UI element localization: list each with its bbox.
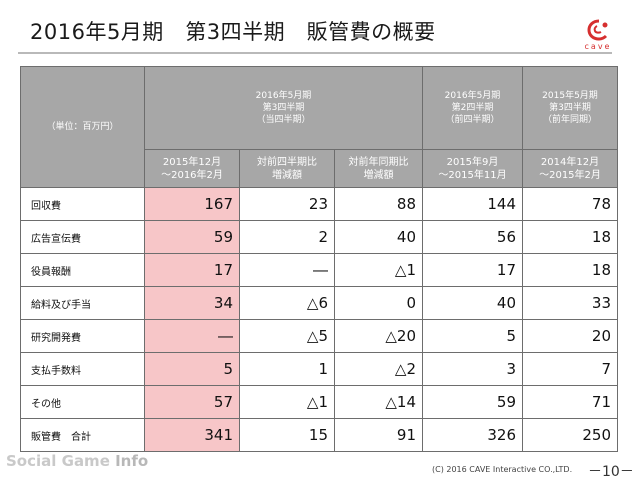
prev-year-value: 250 — [522, 418, 618, 452]
qoq-value: △5 — [239, 319, 335, 353]
table-row: 支払手数料 5 1 △2 3 7 — [20, 352, 618, 386]
company-logo: cave — [578, 18, 618, 52]
qoq-value: △1 — [239, 385, 335, 419]
page-number: －10－ — [588, 464, 634, 480]
watermark-part1: Social Game — [6, 452, 116, 470]
prev-year-value: 18 — [522, 253, 618, 287]
prev-quarter-value: 17 — [422, 253, 523, 287]
current-period-line1: 2015年12月 — [162, 156, 222, 168]
row-label: 役員報酬 — [20, 253, 145, 287]
prev-year-value: 33 — [522, 286, 618, 320]
current-header-line3: （当四半期） — [256, 115, 311, 125]
qoq-value: 1 — [239, 352, 335, 386]
prev-quarter-value: 56 — [422, 220, 523, 254]
prev-quarter-value: 3 — [422, 352, 523, 386]
prev-year-value: 20 — [522, 319, 618, 353]
row-label: 支払手数料 — [20, 352, 145, 386]
prev-quarter-line3: （前四半期） — [445, 115, 500, 125]
current-value: 34 — [144, 286, 240, 320]
current-quarter-header: 2016年5月期 第3四半期 （当四半期） — [144, 66, 423, 150]
prev-year-period-line2: ～2015年2月 — [539, 169, 601, 181]
table-row-total: 販管費 合計 341 15 91 326 250 — [20, 418, 618, 452]
prev-quarter-header: 2016年5月期 第2四半期 （前四半期） — [422, 66, 523, 150]
row-label: 研究開発費 — [20, 319, 145, 353]
current-value: 167 — [144, 187, 240, 221]
prev-year-line1: 2015年5月期 — [542, 91, 598, 101]
table-row: その他 57 △1 △14 59 71 — [20, 385, 618, 419]
prev-year-value: 7 — [522, 352, 618, 386]
prev-quarter-period-line1: 2015年9月 — [446, 156, 499, 168]
qoq-value: △6 — [239, 286, 335, 320]
qoq-value: ― — [239, 253, 335, 287]
yoy-header: 対前年同期比 増減額 — [334, 149, 423, 188]
qoq-value: 15 — [239, 418, 335, 452]
prev-quarter-line1: 2016年5月期 — [444, 91, 501, 101]
current-value: 57 — [144, 385, 240, 419]
table-row: 広告宣伝費 59 2 40 56 18 — [20, 220, 618, 254]
unit-label: （単位：百万円） — [46, 122, 119, 132]
current-value: ― — [144, 319, 240, 353]
prev-quarter-value: 40 — [422, 286, 523, 320]
qoq-value: 2 — [239, 220, 335, 254]
row-label: 販管費 合計 — [20, 418, 145, 452]
table-row: 回収費 167 23 88 144 78 — [20, 187, 618, 221]
qoq-line2: 増減額 — [272, 169, 302, 181]
current-period-header: 2015年12月 ～2016年2月 — [144, 149, 240, 188]
prev-year-period-line1: 2014年12月 — [540, 156, 600, 168]
logo-wordmark: cave — [584, 42, 612, 51]
current-header-line1: 2016年5月期 — [255, 91, 312, 101]
prev-quarter-value: 5 — [422, 319, 523, 353]
row-label: 回収費 — [20, 187, 145, 221]
current-value: 5 — [144, 352, 240, 386]
yoy-value: 88 — [334, 187, 423, 221]
yoy-value: 40 — [334, 220, 423, 254]
copyright-notice: (C) 2016 CAVE Interactive CO.,LTD. — [432, 465, 573, 474]
yoy-value: △1 — [334, 253, 423, 287]
current-value: 341 — [144, 418, 240, 452]
prev-quarter-value: 59 — [422, 385, 523, 419]
cave-logo-icon — [587, 19, 608, 41]
current-period-line2: ～2016年2月 — [161, 169, 223, 181]
current-header-line2: 第3四半期 — [262, 103, 305, 113]
unit-header: （単位：百万円） — [20, 66, 145, 188]
prev-quarter-period-header: 2015年9月 ～2015年11月 — [422, 149, 523, 188]
current-value: 17 — [144, 253, 240, 287]
yoy-value: △20 — [334, 319, 423, 353]
row-label: 広告宣伝費 — [20, 220, 145, 254]
row-label: 給料及び手当 — [20, 286, 145, 320]
prev-quarter-period-line2: ～2015年11月 — [438, 169, 507, 181]
prev-year-value: 78 — [522, 187, 618, 221]
yoy-value: 0 — [334, 286, 423, 320]
prev-quarter-value: 326 — [422, 418, 523, 452]
prev-year-line2: 第3四半期 — [549, 103, 591, 113]
yoy-value: △14 — [334, 385, 423, 419]
watermark: Social Game Info — [6, 452, 148, 470]
prev-year-period-header: 2014年12月 ～2015年2月 — [522, 149, 618, 188]
yoy-value: 91 — [334, 418, 423, 452]
qoq-header: 対前四半期比 増減額 — [239, 149, 335, 188]
prev-quarter-line2: 第2四半期 — [451, 103, 494, 113]
current-value: 59 — [144, 220, 240, 254]
yoy-value: △2 — [334, 352, 423, 386]
prev-year-line3: （前年同期） — [542, 115, 597, 125]
sga-table: （単位：百万円） 2016年5月期 第3四半期 （当四半期） 2016年5月期 … — [20, 66, 618, 452]
watermark-part2: Info — [115, 452, 149, 470]
table-row: 研究開発費 ― △5 △20 5 20 — [20, 319, 618, 353]
row-label: その他 — [20, 385, 145, 419]
title-divider — [18, 52, 612, 54]
prev-year-value: 18 — [522, 220, 618, 254]
yoy-line1: 対前年同期比 — [348, 156, 409, 168]
prev-quarter-value: 144 — [422, 187, 523, 221]
qoq-value: 23 — [239, 187, 335, 221]
table-row: 役員報酬 17 ― △1 17 18 — [20, 253, 618, 287]
qoq-line1: 対前四半期比 — [257, 156, 317, 168]
prev-year-header: 2015年5月期 第3四半期 （前年同期） — [522, 66, 618, 150]
table-row: 給料及び手当 34 △6 0 40 33 — [20, 286, 618, 320]
yoy-line2: 増減額 — [363, 169, 394, 181]
prev-year-value: 71 — [522, 385, 618, 419]
page-title: 2016年5月期 第3四半期 販管費の概要 — [30, 20, 436, 44]
